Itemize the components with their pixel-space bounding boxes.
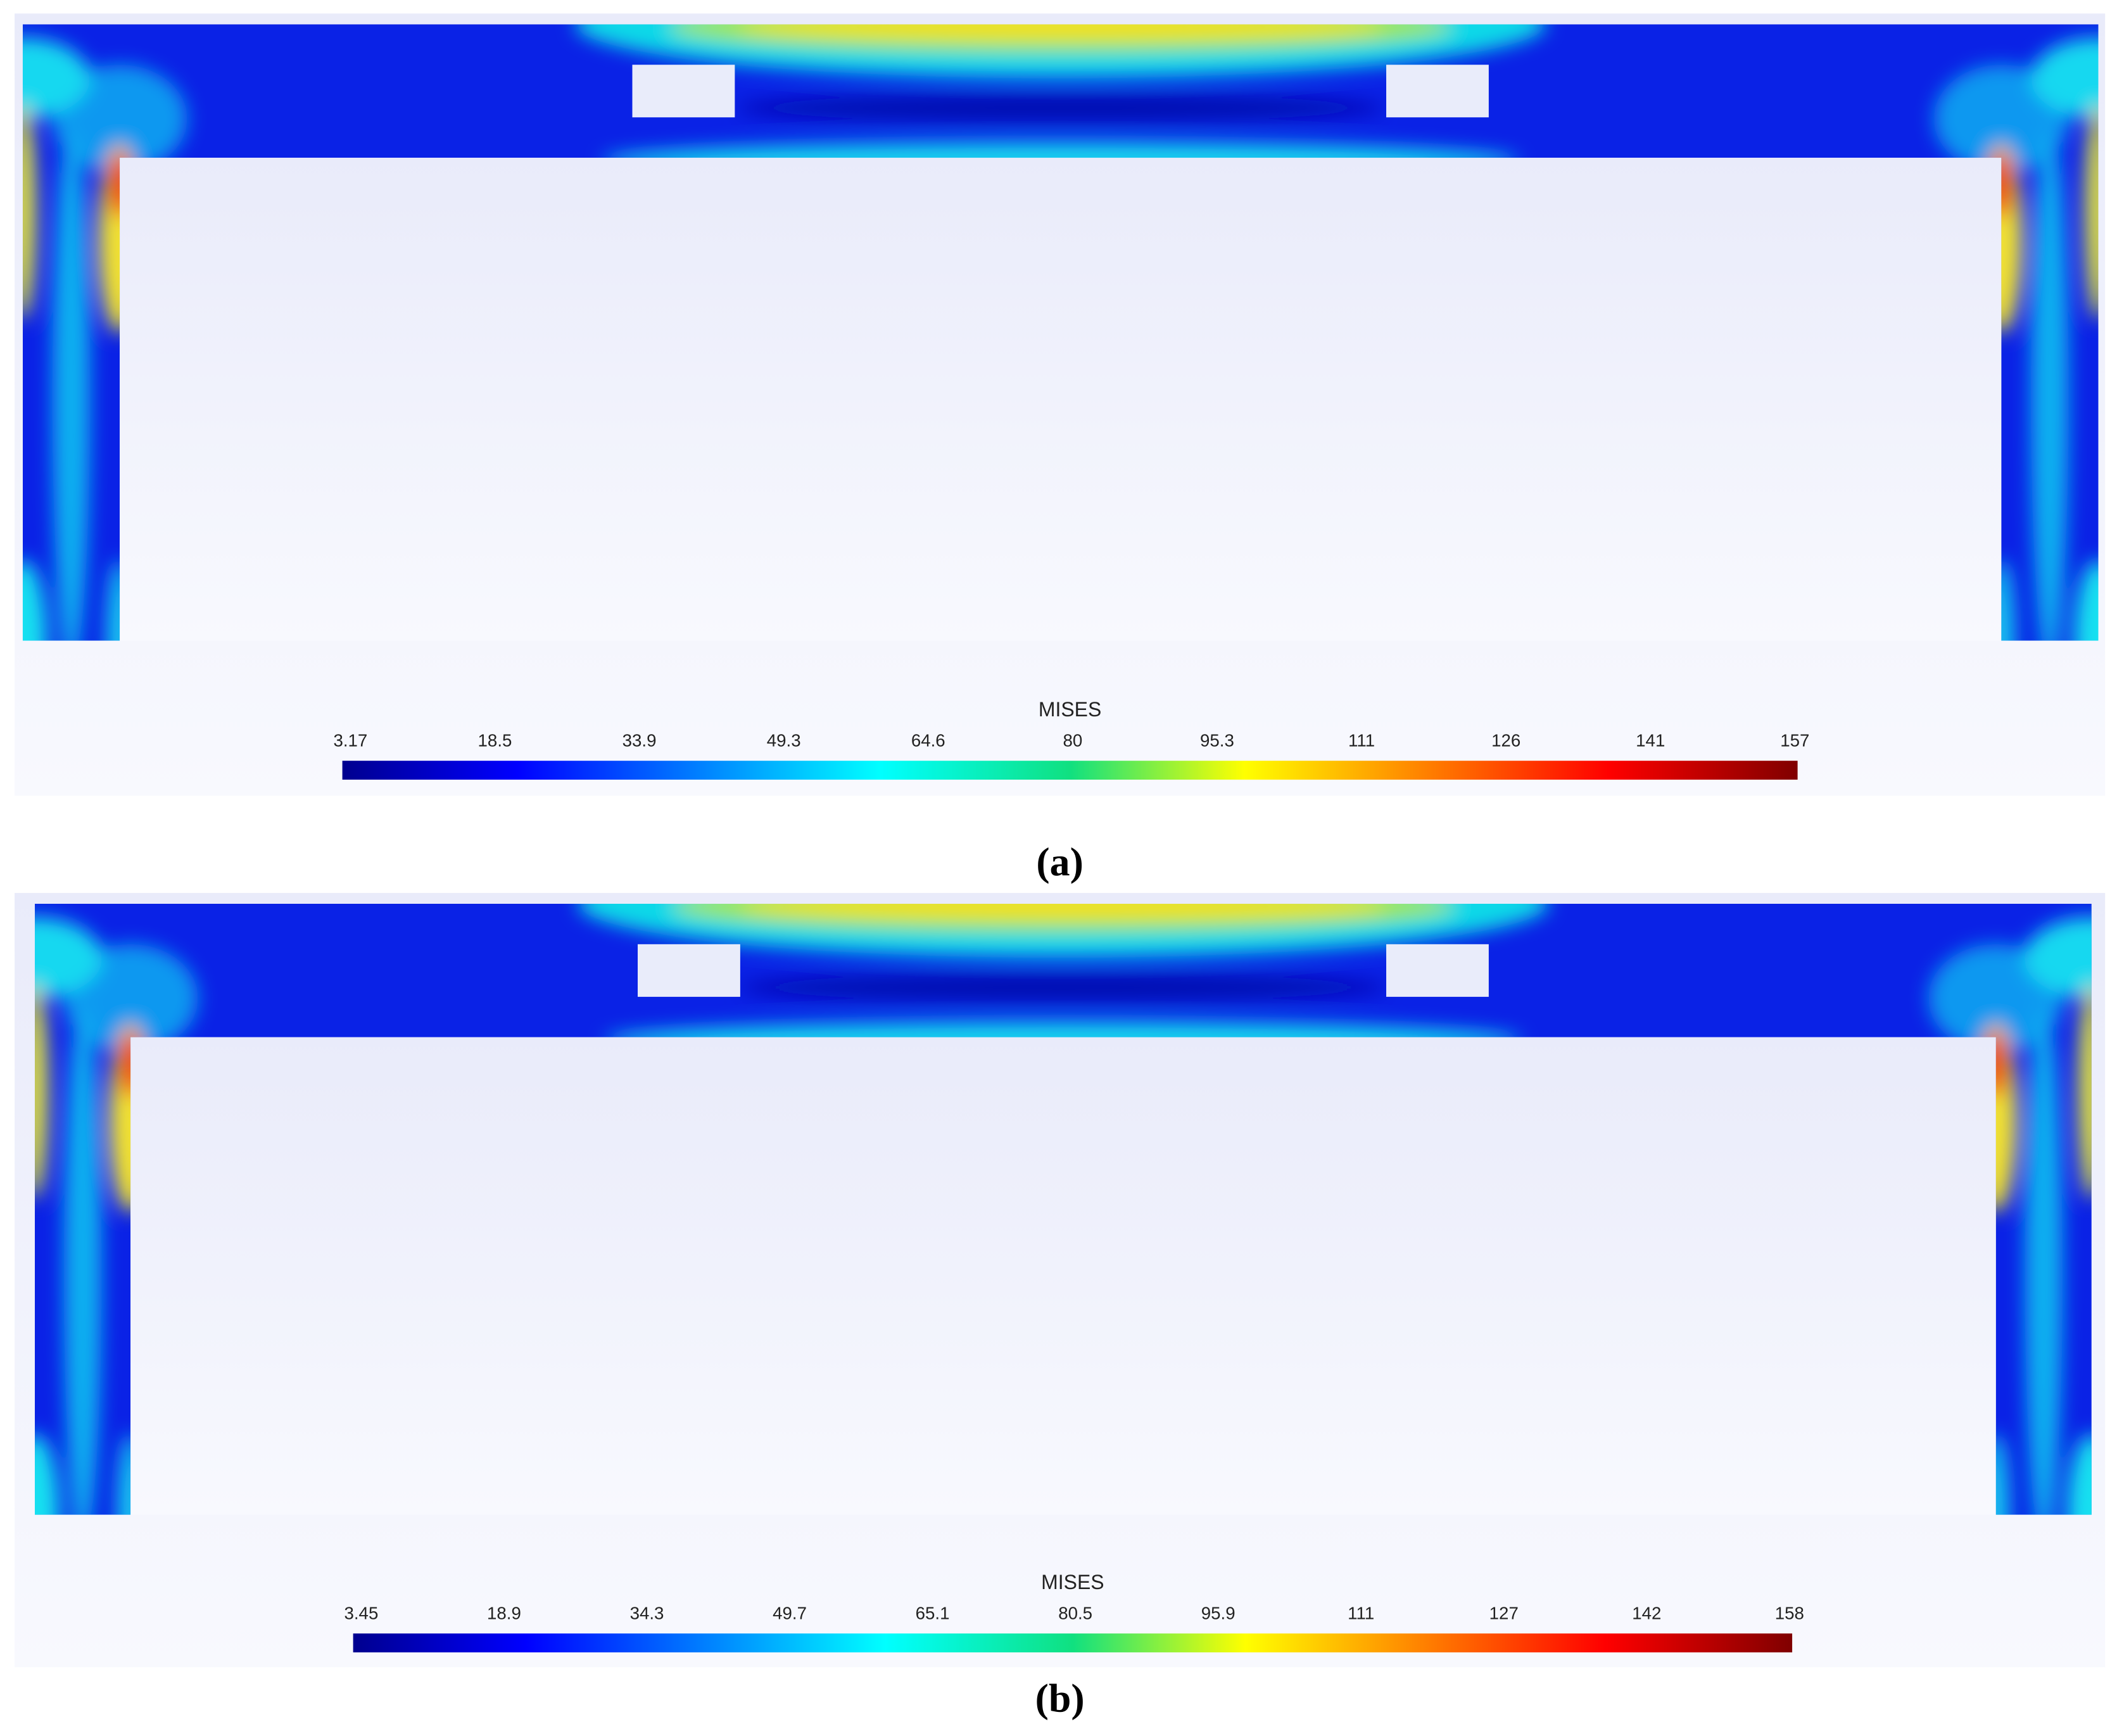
stress-region [2067, 1433, 2092, 1515]
legend-tick-label: 18.5 [478, 731, 512, 751]
legend-title: MISES [1039, 698, 1101, 721]
stress-region [739, 973, 1387, 1001]
legend-tick-label: 49.7 [773, 1604, 807, 1623]
legend-tick-label: 3.17 [333, 731, 367, 751]
frame-contour [22, 24, 2099, 641]
frame-contour [35, 903, 2092, 1515]
stress-region [22, 103, 37, 320]
stress-region [2031, 129, 2069, 641]
legend-tick-label: 49.3 [767, 731, 801, 751]
legend-tick-label: 34.3 [630, 1604, 664, 1623]
stress-region [2024, 917, 2092, 999]
opening [632, 65, 735, 118]
stress-region [22, 37, 91, 119]
stress-region [22, 559, 47, 641]
stress-region [574, 24, 1546, 79]
stress-region [52, 129, 91, 641]
colorbar [353, 1633, 1793, 1652]
legend-tick-label: 33.9 [622, 731, 657, 751]
stress-region [2085, 103, 2099, 320]
legend-tick-label: 111 [1348, 731, 1375, 751]
stress-region [2074, 559, 2099, 641]
stress-region [736, 94, 1384, 122]
opening [1386, 944, 1489, 997]
legend-tick-label: 142 [1632, 1604, 1661, 1623]
legend-tick-label: 18.9 [487, 1604, 521, 1623]
legend-tick-label: 95.9 [1201, 1604, 1235, 1623]
legend-title: MISES [1041, 1571, 1104, 1593]
panel-caption: (b) [1035, 1675, 1085, 1720]
stress-region [35, 983, 49, 1200]
stress-region [2031, 37, 2099, 119]
opening [1386, 65, 1489, 118]
stress-region [736, 24, 1384, 39]
stress-blobs [22, 24, 2099, 641]
legend-tick-label: 158 [1775, 1604, 1804, 1623]
stress-region [63, 1006, 102, 1515]
legend-tick-label: 127 [1489, 1604, 1519, 1623]
panel-caption: (a) [1036, 839, 1083, 884]
stress-region [35, 917, 103, 999]
legend-tick-label: 95.3 [1200, 731, 1234, 751]
legend-tick-label: 157 [1780, 731, 1809, 751]
colorbar [342, 761, 1798, 780]
interior [120, 158, 2002, 641]
stress-region [578, 903, 1549, 958]
stress-region [35, 1433, 60, 1515]
interior [130, 1037, 1996, 1515]
legend-tick-label: 141 [1636, 731, 1665, 751]
legend-tick-label: 126 [1491, 731, 1520, 751]
legend-tick-label: 3.45 [344, 1604, 378, 1623]
legend-tick-label: 64.6 [911, 731, 945, 751]
stress-region [2025, 1006, 2063, 1515]
legend-tick-label: 65.1 [916, 1604, 950, 1623]
contour-panel: MISES 3.45 18.9 34.3 49.7 65.1 80.5 95.9 111 127 1… [15, 892, 2106, 1720]
opening [638, 944, 740, 997]
stress-region [2078, 983, 2092, 1200]
contour-panel: MISES 3.17 18.5 33.9 49.3 64.6 80 95.3 111 126 141… [15, 13, 2106, 884]
stress-region [739, 903, 1387, 919]
legend-tick-label: 111 [1348, 1604, 1374, 1623]
legend-tick-label: 80.5 [1058, 1604, 1092, 1623]
legend-tick-label: 80 [1063, 731, 1082, 751]
